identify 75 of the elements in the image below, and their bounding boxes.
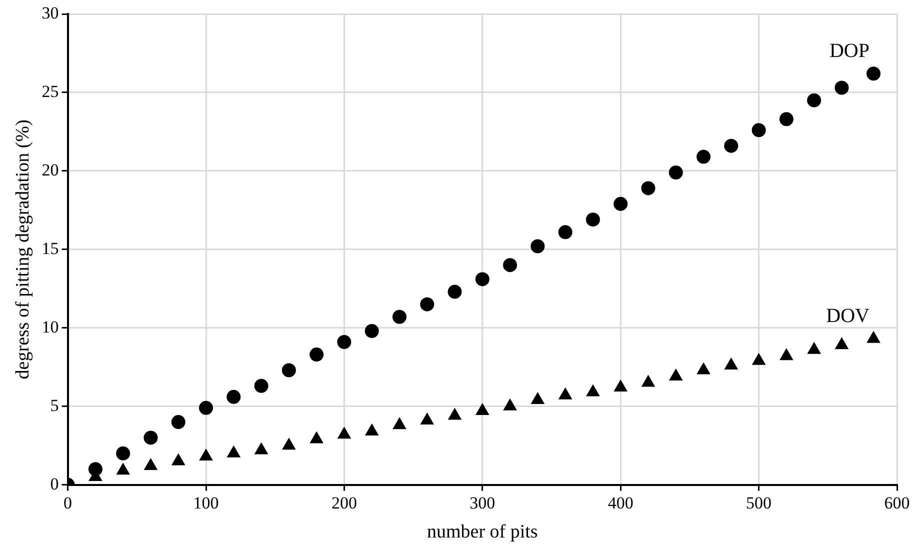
point [780, 349, 793, 360]
series-label: DOV [826, 305, 870, 328]
point [282, 438, 296, 450]
series-label: DOP [829, 40, 870, 62]
point [88, 462, 102, 476]
point [752, 123, 766, 138]
y-tick-label: 10 [42, 317, 59, 336]
x-tick-label: 600 [884, 493, 910, 512]
point [836, 338, 848, 350]
point [393, 418, 406, 430]
x-tick-label: 400 [608, 493, 634, 512]
point [254, 378, 268, 393]
y-tick-label: 20 [42, 160, 59, 180]
y-tick-label: 5 [50, 396, 59, 415]
point [448, 408, 461, 420]
x-tick-label: 500 [746, 493, 772, 512]
point [586, 212, 600, 227]
point [614, 196, 628, 211]
point [670, 370, 682, 381]
point [531, 393, 544, 404]
point [530, 239, 545, 254]
x-tick-label: 300 [470, 493, 496, 512]
point [116, 446, 130, 460]
point [255, 443, 268, 454]
point [642, 376, 654, 387]
point [364, 324, 379, 338]
point [420, 297, 434, 312]
point [504, 399, 516, 410]
point [559, 388, 572, 400]
point [752, 354, 765, 365]
point [614, 380, 627, 392]
point [558, 225, 572, 240]
y-tick-label: 15 [42, 238, 59, 258]
point [310, 348, 324, 362]
point [392, 310, 406, 324]
x-tick-label: 100 [193, 493, 219, 512]
point [586, 385, 600, 396]
point [144, 430, 158, 445]
point [834, 80, 849, 95]
point [724, 138, 738, 153]
y-tick-label: 30 [42, 3, 59, 22]
point [668, 166, 683, 180]
y-tick-label: 25 [42, 82, 59, 101]
point [448, 284, 462, 299]
point [226, 390, 241, 404]
point [476, 404, 489, 416]
point [200, 450, 212, 461]
point [475, 272, 490, 286]
point [808, 342, 820, 354]
point [172, 454, 185, 466]
point [503, 258, 518, 272]
point [779, 112, 794, 126]
point [724, 358, 738, 370]
point [807, 93, 822, 108]
point [366, 424, 378, 436]
point [171, 415, 186, 430]
point [697, 363, 710, 374]
point [144, 458, 157, 470]
x-tick-label: 200 [331, 493, 357, 512]
point [867, 332, 880, 343]
x-axis-title: number of pits [426, 522, 538, 543]
point [310, 432, 323, 444]
point [641, 181, 656, 196]
point [227, 446, 240, 458]
point [282, 363, 296, 378]
y-axis-title: degress of pitting degradation (%) [12, 120, 34, 380]
point [420, 413, 434, 424]
y-tick-label: 0 [50, 474, 59, 494]
point [199, 400, 213, 415]
point [116, 464, 130, 475]
point [696, 150, 711, 164]
x-tick-label: 0 [64, 493, 72, 512]
point [338, 428, 350, 439]
point [337, 334, 352, 349]
point [866, 66, 881, 81]
